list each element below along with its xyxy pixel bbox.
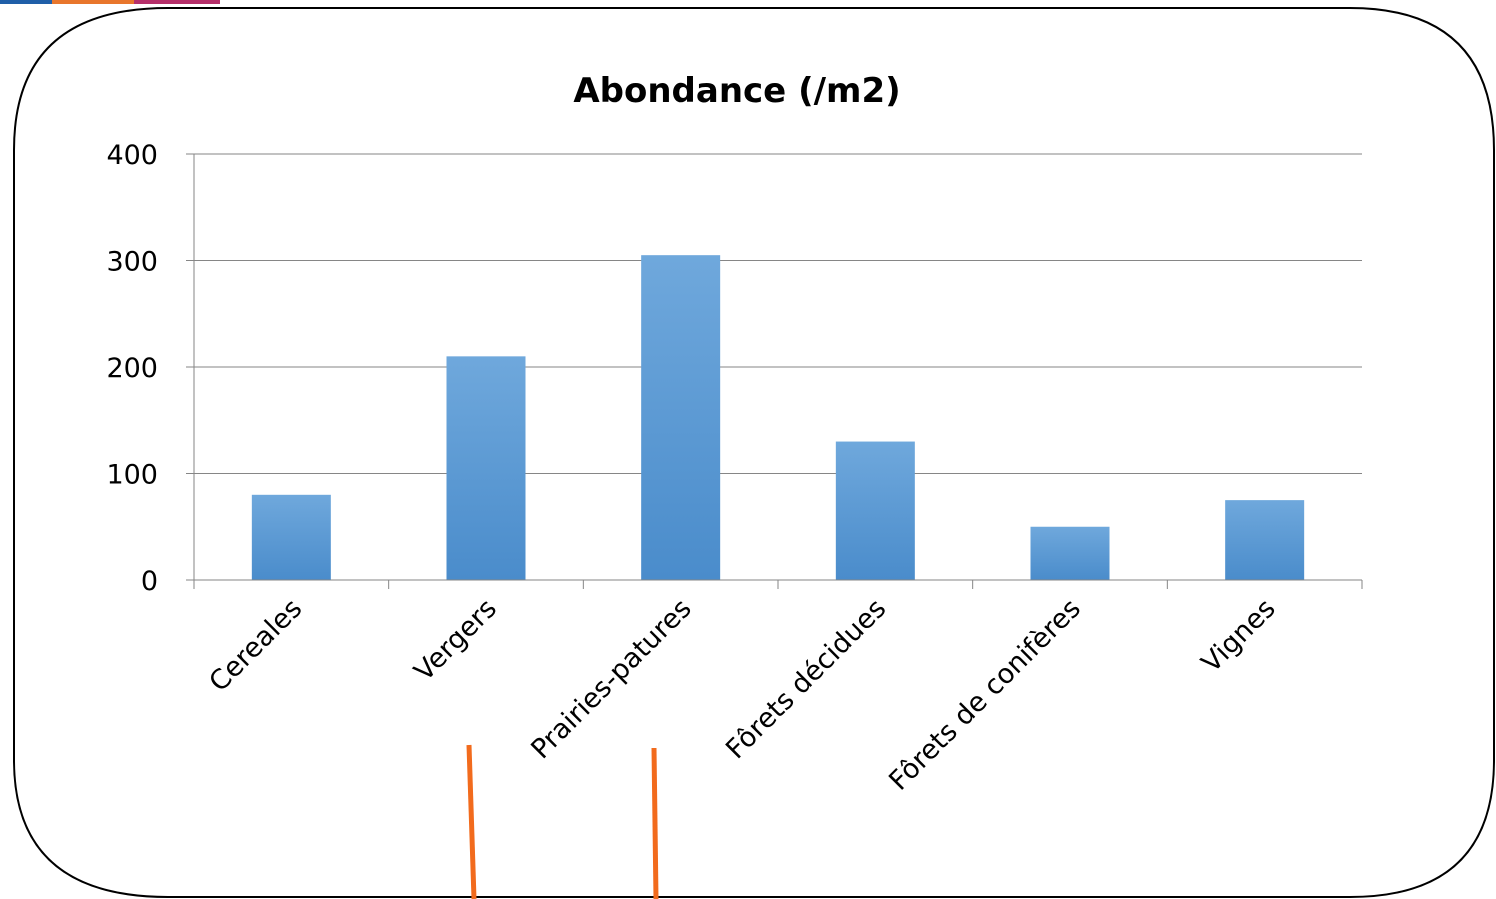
y-tick-label: 100 [106,460,158,491]
bar [835,441,915,580]
bars [251,255,1305,581]
category-label: Prairies-patures [525,593,697,765]
bar [1030,526,1110,580]
accent-orange [52,0,134,4]
orange-marker-left [466,744,477,899]
y-axis-ticks: 0 100 200 300 400 [106,140,158,597]
orange-marker-right [651,747,659,899]
y-tick-label: 400 [106,140,158,171]
gridlines [186,153,1362,581]
accent-blue [0,0,52,4]
chart-title: Abondance (/m2) [573,71,900,111]
accent-magenta [134,0,220,4]
x-axis [193,579,1363,589]
x-axis-labels: Cereales Vergers Prairies-patures Fôrets dé… [203,593,1281,797]
y-tick-label: 0 [141,566,158,597]
bar [446,356,526,580]
category-label: Fôrets de conifères [883,593,1087,797]
category-label: Cereales [203,593,308,698]
y-tick-label: 200 [106,353,158,384]
bar [251,494,331,580]
bar [1225,500,1305,580]
accent-strip [0,0,220,4]
category-label: Vergers [409,593,503,687]
category-label: Fôrets décidues [720,593,892,765]
y-tick-label: 300 [106,247,158,278]
chart-frame [13,7,1495,898]
category-label: Vignes [1196,593,1282,679]
bar [641,255,721,581]
